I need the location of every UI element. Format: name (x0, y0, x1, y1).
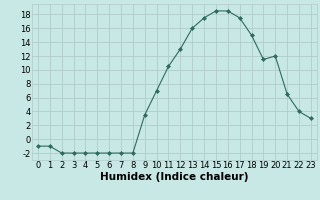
X-axis label: Humidex (Indice chaleur): Humidex (Indice chaleur) (100, 172, 249, 182)
